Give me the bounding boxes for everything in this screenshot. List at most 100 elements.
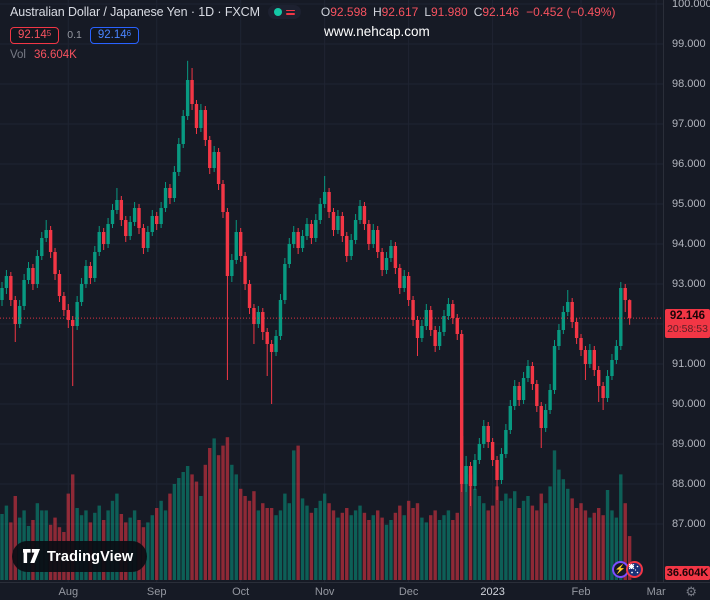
volume-bar bbox=[256, 510, 261, 580]
candle bbox=[367, 220, 371, 250]
candle bbox=[75, 296, 79, 330]
symbol-title[interactable]: Australian Dollar / Japanese Yen · 1D · … bbox=[10, 5, 260, 19]
volume-bar bbox=[221, 445, 225, 580]
volume-bar bbox=[393, 512, 398, 580]
candle bbox=[579, 334, 583, 356]
gear-icon[interactable]: ⚙ bbox=[685, 584, 697, 599]
candle bbox=[336, 210, 340, 234]
volume-bar bbox=[614, 517, 619, 580]
candle bbox=[296, 228, 300, 254]
time-axis[interactable]: Aug Sep Oct Nov Dec 2023 Feb Mar ⚙ bbox=[0, 582, 710, 600]
time-tick-label: Dec bbox=[398, 586, 419, 598]
price-axis[interactable]: 100.000 99.000 98.000 97.000 96.000 95.000 94.… bbox=[663, 0, 710, 582]
candle bbox=[424, 304, 429, 330]
volume-bar bbox=[163, 510, 168, 580]
candle bbox=[106, 218, 110, 248]
candle bbox=[22, 274, 26, 310]
volume-bar bbox=[66, 493, 70, 580]
volume-bar bbox=[570, 498, 574, 580]
volume-bar bbox=[530, 505, 535, 580]
price-tick-label: 89.000 bbox=[672, 438, 706, 450]
legend: Australian Dollar / Japanese Yen · 1D · … bbox=[10, 4, 615, 61]
candle bbox=[203, 106, 208, 146]
candle bbox=[415, 316, 420, 356]
candle bbox=[101, 228, 106, 250]
candlestick-chart[interactable] bbox=[0, 0, 663, 582]
candle bbox=[517, 382, 521, 406]
volume-bar bbox=[362, 512, 367, 580]
candle bbox=[212, 146, 216, 172]
candle bbox=[199, 104, 203, 132]
price-tick-label: 90.000 bbox=[672, 398, 706, 410]
chart-area[interactable]: Australian Dollar / Japanese Yen · 1D · … bbox=[0, 0, 663, 582]
volume-bar bbox=[420, 517, 424, 580]
candle bbox=[521, 372, 526, 404]
volume-bar bbox=[269, 508, 274, 580]
volume-bar bbox=[225, 437, 230, 580]
candle bbox=[486, 422, 490, 448]
candle bbox=[477, 438, 482, 464]
candle bbox=[234, 220, 238, 264]
candle bbox=[499, 448, 504, 484]
volume-bar bbox=[358, 505, 362, 580]
lightning-icon[interactable]: ⚡ bbox=[612, 561, 629, 578]
volume-bar bbox=[238, 488, 243, 580]
volume-bar bbox=[371, 515, 375, 580]
volume-bar bbox=[247, 500, 252, 580]
volume-bar bbox=[437, 520, 442, 580]
volume-bar bbox=[610, 510, 614, 580]
volume-bar bbox=[557, 469, 561, 580]
volume-bar bbox=[261, 503, 265, 580]
candle bbox=[269, 340, 274, 404]
mini-icons: ⚡ bbox=[612, 561, 643, 578]
volume-bar bbox=[172, 484, 177, 580]
volume-bar bbox=[190, 474, 194, 580]
candle bbox=[322, 176, 327, 208]
price-tick-label: 100.000 bbox=[672, 0, 710, 10]
candle bbox=[265, 328, 269, 376]
candle bbox=[252, 304, 256, 344]
bid-price-badge[interactable]: 92.14 5 bbox=[10, 26, 60, 44]
volume-bar bbox=[318, 500, 322, 580]
tradingview-logo[interactable]: TradingView bbox=[12, 541, 148, 572]
volume-bar bbox=[415, 503, 420, 580]
candle bbox=[314, 214, 318, 242]
open-value: 92.598 bbox=[330, 5, 367, 19]
volume-bar bbox=[185, 466, 190, 580]
volume-bar bbox=[336, 517, 340, 580]
price-tick-label: 87.000 bbox=[672, 518, 706, 530]
volume-bar bbox=[234, 474, 238, 580]
australia-flag-glyph bbox=[629, 564, 639, 574]
status-pill[interactable] bbox=[267, 5, 301, 19]
volume-bar bbox=[110, 500, 115, 580]
volume-bar bbox=[367, 520, 371, 580]
candle bbox=[110, 204, 115, 228]
price-tick-label: 95.000 bbox=[672, 198, 706, 210]
candle bbox=[256, 306, 261, 328]
candle bbox=[358, 200, 362, 224]
candle bbox=[459, 330, 464, 492]
volume-bar bbox=[473, 488, 477, 580]
candle bbox=[442, 310, 446, 336]
low-value: 91.980 bbox=[431, 5, 468, 19]
volume-bar bbox=[314, 508, 318, 580]
australia-flag-icon[interactable] bbox=[626, 561, 643, 578]
volume-label[interactable]: Vol bbox=[10, 49, 26, 61]
candle bbox=[482, 420, 486, 448]
close-value: 92.146 bbox=[482, 5, 520, 19]
volume-bar bbox=[517, 508, 521, 580]
volume-bar bbox=[402, 515, 406, 580]
ask-price-badge[interactable]: 92.14 6 bbox=[89, 26, 140, 44]
candle bbox=[429, 306, 433, 336]
volume-bar bbox=[296, 445, 300, 580]
volume-bar bbox=[216, 455, 221, 580]
volume-bar bbox=[159, 500, 163, 580]
candle bbox=[181, 110, 185, 148]
candle bbox=[504, 424, 508, 458]
price-tick-label: 94.000 bbox=[672, 238, 706, 250]
low-label: L bbox=[424, 5, 431, 19]
candle bbox=[601, 382, 605, 410]
candle bbox=[543, 404, 548, 432]
candle bbox=[389, 240, 393, 262]
volume-bar bbox=[203, 464, 208, 580]
